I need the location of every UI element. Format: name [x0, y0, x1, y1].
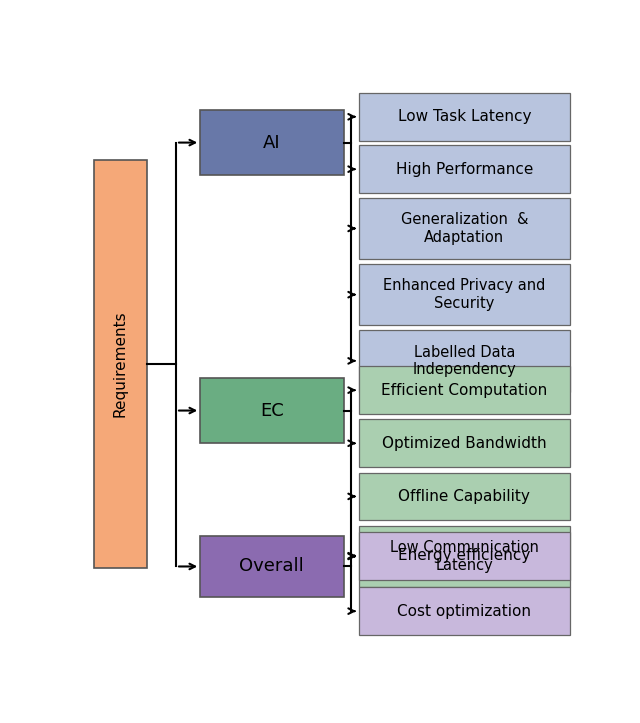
FancyBboxPatch shape: [359, 419, 570, 467]
FancyBboxPatch shape: [359, 367, 570, 414]
FancyBboxPatch shape: [359, 532, 570, 580]
Text: Optimized Bandwidth: Optimized Bandwidth: [382, 436, 547, 450]
FancyBboxPatch shape: [359, 330, 570, 392]
FancyBboxPatch shape: [359, 145, 570, 193]
FancyBboxPatch shape: [359, 264, 570, 325]
FancyBboxPatch shape: [94, 160, 147, 568]
FancyBboxPatch shape: [359, 93, 570, 141]
FancyBboxPatch shape: [359, 473, 570, 521]
Text: Low Communication
Latency: Low Communication Latency: [390, 540, 539, 573]
FancyBboxPatch shape: [200, 536, 344, 597]
Text: Cost optimization: Cost optimization: [397, 604, 531, 619]
FancyBboxPatch shape: [359, 526, 570, 587]
Text: Labelled Data
Independency: Labelled Data Independency: [413, 345, 516, 377]
Text: Overall: Overall: [239, 557, 304, 576]
Text: EC: EC: [260, 401, 284, 419]
Text: Low Task Latency: Low Task Latency: [397, 109, 531, 124]
FancyBboxPatch shape: [359, 197, 570, 260]
Text: Offline Capability: Offline Capability: [399, 489, 531, 504]
FancyBboxPatch shape: [200, 110, 344, 175]
FancyBboxPatch shape: [359, 587, 570, 635]
Text: Efficient Computation: Efficient Computation: [381, 382, 548, 398]
FancyBboxPatch shape: [200, 378, 344, 443]
Text: Requirements: Requirements: [113, 311, 128, 417]
Text: Generalization  &
Adaptation: Generalization & Adaptation: [401, 213, 528, 244]
Text: High Performance: High Performance: [396, 162, 533, 176]
Text: AI: AI: [263, 134, 280, 152]
Text: Energy efficiency: Energy efficiency: [398, 548, 531, 563]
Text: Enhanced Privacy and
Security: Enhanced Privacy and Security: [383, 278, 545, 311]
